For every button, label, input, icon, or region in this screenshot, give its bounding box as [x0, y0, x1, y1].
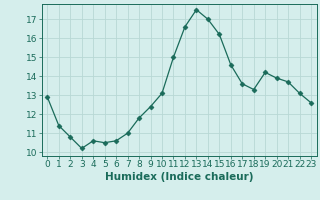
X-axis label: Humidex (Indice chaleur): Humidex (Indice chaleur) — [105, 172, 253, 182]
